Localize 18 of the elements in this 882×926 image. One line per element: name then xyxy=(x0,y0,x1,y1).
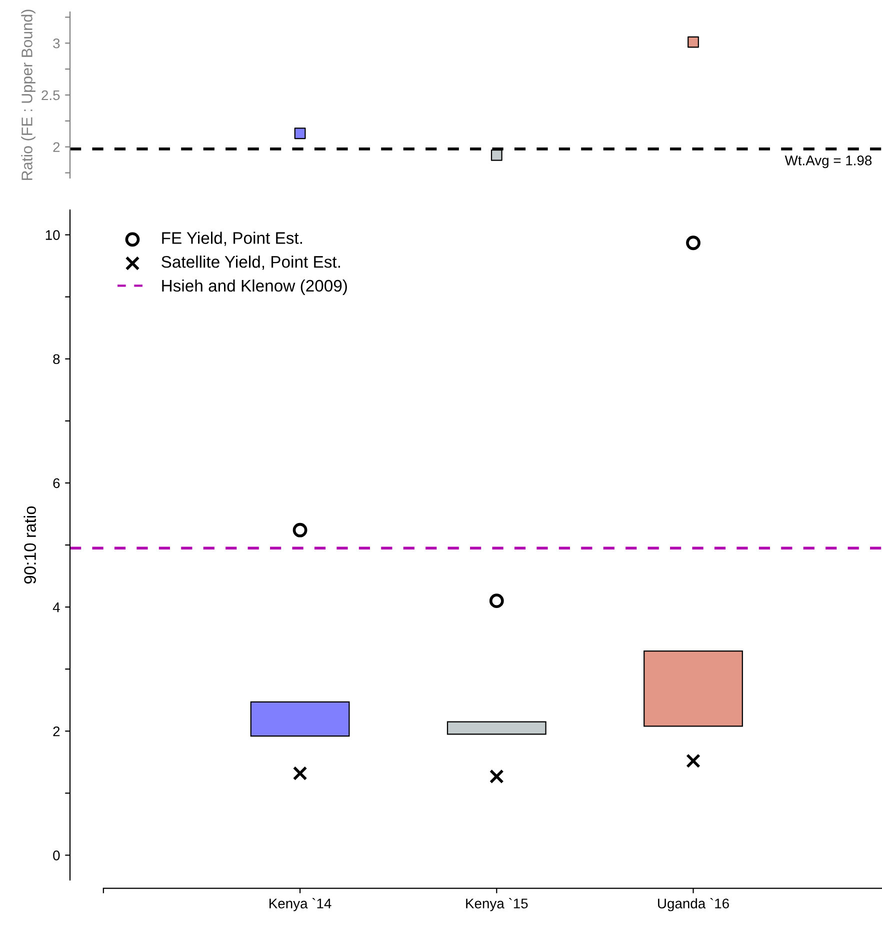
y-tick-label: 6 xyxy=(53,478,60,488)
legend-label: Satellite Yield, Point Est. xyxy=(162,256,340,270)
y-tick-label: 8 xyxy=(53,354,60,364)
x-tick-label: Kenya `15 xyxy=(466,898,528,912)
x-tick-label: Kenya `14 xyxy=(270,898,332,912)
y-tick-label: 10 xyxy=(46,230,60,240)
x-tick-label: Uganda `16 xyxy=(658,898,729,912)
y-tick-label: 4 xyxy=(52,602,60,612)
legend-label: FE Yield, Point Est. xyxy=(162,232,302,246)
y-tick-label: 0 xyxy=(53,850,60,860)
y-axis-title: Ratio (FE : Upper Bound) xyxy=(21,10,36,180)
ref-line-label: Wt.Avg = 1.98 xyxy=(784,156,872,168)
legend-label: Hsieh and Klenow (2009) xyxy=(162,279,347,295)
y-tick-label: 2.5 xyxy=(42,90,60,100)
y-axis-title: 90:10 ratio xyxy=(24,506,36,584)
y-tick-label: 2 xyxy=(53,142,60,152)
y-tick-label: 3 xyxy=(53,38,60,48)
y-tick-label: 2 xyxy=(53,726,60,736)
